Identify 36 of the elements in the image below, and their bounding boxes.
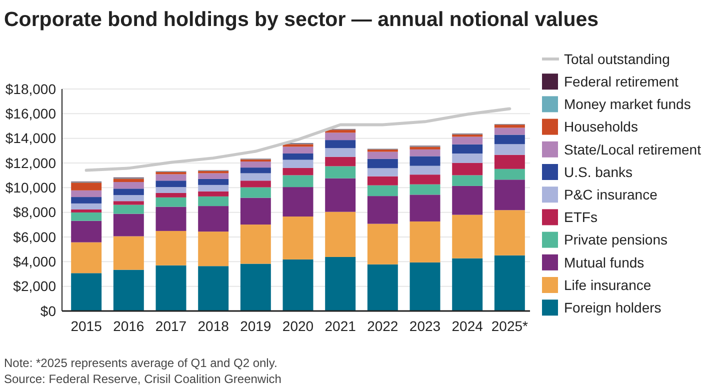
x-tick-label: 2024: [452, 318, 484, 334]
x-tick-label: 2025*: [491, 318, 529, 334]
y-tick-label: $12,000: [5, 154, 56, 171]
legend-label: Mutual funds: [564, 254, 644, 270]
legend-label: Private pensions: [564, 232, 668, 248]
source-note: Source: Federal Reserve, Crisil Coalition Greenwich: [4, 372, 282, 386]
legend-label: State/Local retirement: [564, 141, 702, 158]
legend-label: Households: [564, 118, 638, 135]
y-tick-label: $0: [40, 302, 56, 319]
y-tick-label: $16,000: [5, 106, 56, 122]
legend-label: Federal retirement: [564, 74, 678, 90]
text: Note: *2025 represents average of Q1 and Q2 only.: [4, 356, 278, 370]
legend-label: Total outstanding: [564, 50, 670, 67]
y-tick-label: $10,000: [5, 180, 56, 196]
x-tick-label: 2022: [367, 318, 398, 334]
x-tick-label: 2023: [409, 318, 441, 334]
chart-title: Corporate bond holdings by sector — annual notional values: [4, 8, 599, 31]
y-tick-label: $14,000: [5, 130, 56, 146]
x-tick-label: 2020: [282, 318, 314, 334]
y-tick-label: $6,000: [13, 228, 56, 245]
x-tick-label: 2016: [113, 318, 144, 334]
x-tick-label: 2018: [198, 318, 230, 334]
y-tick-label: $18,000: [5, 80, 56, 97]
y-tick-label: $8,000: [13, 204, 56, 220]
legend-label: Foreign holders: [564, 300, 662, 316]
x-tick-label: 2021: [324, 318, 356, 334]
legend-label: Life insurance: [564, 276, 652, 293]
y-tick-label: $2,000: [13, 278, 56, 294]
legend-label: U.S. banks: [564, 164, 632, 180]
x-tick-label: 2017: [155, 318, 187, 334]
legend-label: Money market funds: [564, 96, 691, 112]
x-tick-label: 2019: [240, 318, 272, 334]
legend-label: ETFs: [564, 209, 598, 226]
x-tick-label: 2015: [70, 318, 102, 334]
y-tick-label: $4,000: [13, 254, 56, 270]
legend-label: P&C insurance: [564, 186, 658, 202]
